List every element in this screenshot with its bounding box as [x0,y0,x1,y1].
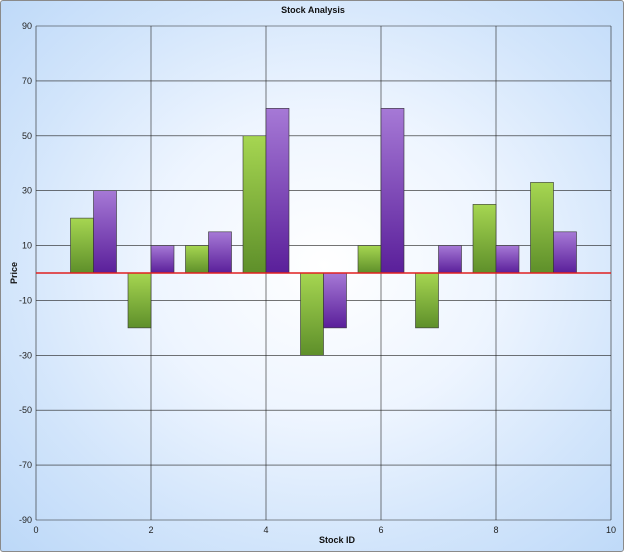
bar-series-1-stock-6 [357,245,382,274]
y-tick-label: -50 [19,405,32,415]
x-tick-label: 8 [493,525,498,535]
bars [70,108,577,356]
bar-series-1-stock-7 [415,272,439,329]
bar-series-1-stock-9 [530,182,554,274]
bar-series-2-stock-8 [495,245,520,274]
bar-series-2-stock-6 [380,108,405,274]
y-tick-label: -70 [19,460,32,470]
bar-series-1-stock-4 [242,135,267,274]
x-axis-title: Stock ID [319,535,356,545]
y-tick-label: 90 [22,21,32,31]
x-tick-label: 4 [263,525,268,535]
bar-series-1-stock-5 [300,272,324,356]
y-tick-label: 50 [22,131,32,141]
y-tick-label: -10 [19,295,32,305]
y-tick-label: 70 [22,76,32,86]
y-tick-label: -90 [19,515,32,525]
bar-series-2-stock-2 [150,245,175,274]
bar-series-2-stock-1 [93,190,117,274]
bar-series-1-stock-8 [472,204,497,274]
bar-series-2-stock-9 [553,231,577,274]
chart-title: Stock Analysis [281,5,345,15]
bar-series-1-stock-3 [185,245,209,274]
bar-series-2-stock-5 [323,272,347,329]
y-tick-label: 10 [22,241,32,251]
y-tick-label: -30 [19,350,32,360]
bar-series-2-stock-3 [208,231,232,274]
bar-series-2-stock-4 [265,108,290,274]
x-tick-label: 10 [606,525,616,535]
bar-series-2-stock-7 [438,245,462,274]
bar-series-1-stock-1 [70,217,94,274]
y-tick-labels: 90 70 50 30 10 -10 -30 -50 -70 -90 [19,21,32,525]
y-tick-label: 30 [22,186,32,196]
x-tick-labels: 0 2 4 6 8 10 [33,525,616,535]
bar-series-1-stock-2 [127,272,152,329]
y-axis-title: Price [9,262,19,284]
x-tick-label: 0 [33,525,38,535]
x-tick-label: 2 [148,525,153,535]
x-tick-label: 6 [378,525,383,535]
